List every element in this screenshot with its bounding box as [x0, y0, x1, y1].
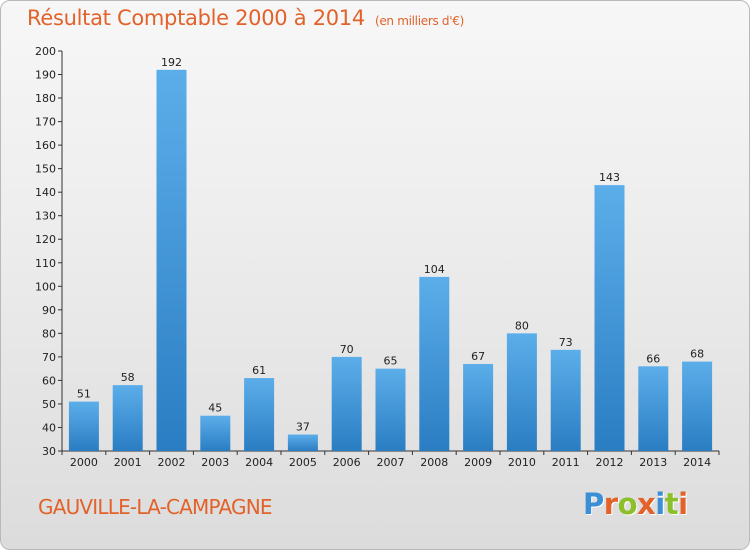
y-tick-label: 180	[35, 92, 56, 105]
value-label-2006: 70	[340, 343, 354, 356]
x-tick-label-2000: 2000	[70, 456, 98, 469]
bar-2006	[331, 356, 362, 451]
y-tick-label: 200	[35, 45, 56, 58]
x-tick-label-2012: 2012	[596, 456, 624, 469]
y-tick-label: 170	[35, 116, 56, 129]
y-tick-label: 30	[42, 445, 56, 458]
value-label-2004: 61	[252, 364, 266, 377]
chart-title-text: Résultat Comptable 2000 à 2014	[27, 6, 365, 30]
x-tick-label-2010: 2010	[508, 456, 536, 469]
y-axis: 30 40 50 60 70 80 90 100 110 120 130 140 150 160 170 18…	[35, 45, 63, 458]
bar-2011	[550, 349, 581, 451]
logo-letter: i	[678, 487, 688, 521]
bars	[68, 69, 713, 451]
bar-2000	[68, 401, 99, 451]
bar-2013	[638, 366, 669, 451]
bar-2002	[156, 69, 187, 451]
x-tick-label-2003: 2003	[201, 456, 229, 469]
y-tick-label: 80	[42, 327, 56, 340]
bar-2001	[112, 385, 143, 451]
y-tick-label: 50	[42, 398, 56, 411]
x-tick-label-2009: 2009	[464, 456, 492, 469]
value-label-2008: 104	[424, 263, 445, 276]
value-label-2012: 143	[599, 171, 620, 184]
bar-2008	[419, 276, 450, 451]
y-tick-label: 40	[42, 421, 56, 434]
value-label-2003: 45	[208, 402, 222, 415]
value-label-2014: 68	[690, 348, 704, 361]
value-label-2000: 51	[77, 388, 91, 401]
logo-letter: r	[603, 487, 618, 521]
y-tick-label: 190	[35, 69, 56, 82]
city-name: GAUVILLE-LA-CAMPAGNE	[38, 495, 273, 519]
bar-2014	[682, 361, 713, 451]
logo-letter: x	[637, 487, 656, 521]
value-label-2010: 80	[515, 319, 529, 332]
bar-2004	[244, 378, 275, 451]
y-tick-label: 150	[35, 163, 56, 176]
logo-letter: P	[583, 487, 604, 521]
value-labels: 51 58 192 45 61 37 70 65 104 67 80 73 143 66 68	[77, 56, 704, 434]
y-tick-label: 120	[35, 233, 56, 246]
value-label-2005: 37	[296, 421, 310, 434]
bar-2003	[200, 415, 231, 451]
logo-letter: o	[617, 487, 638, 521]
bar-2010	[506, 333, 537, 451]
logo-letter: t	[664, 487, 679, 521]
y-tick-label: 130	[35, 210, 56, 223]
value-label-2009: 67	[471, 350, 485, 363]
x-tick-label-2008: 2008	[420, 456, 448, 469]
value-label-2007: 65	[384, 355, 398, 368]
bar-2012	[594, 185, 625, 451]
y-tick-label: 70	[42, 351, 56, 364]
x-tick-label-2014: 2014	[683, 456, 711, 469]
bar-2005	[287, 434, 318, 451]
chart-unit: (en milliers d'€)	[374, 14, 464, 28]
value-label-2001: 58	[121, 371, 135, 384]
proxiti-logo: Proxiti	[583, 487, 688, 521]
x-tick-label-2005: 2005	[289, 456, 317, 469]
y-tick-label: 110	[35, 257, 56, 270]
y-tick-label: 160	[35, 139, 56, 152]
x-tick-label-2013: 2013	[639, 456, 667, 469]
bar-2007	[375, 368, 406, 451]
value-label-2011: 73	[559, 336, 573, 349]
x-axis: 2000 2001 2002 2003 2004 2005 2006 2007 2008 2009…	[61, 450, 720, 469]
x-tick-label-2001: 2001	[114, 456, 142, 469]
x-tick-label-2002: 2002	[158, 456, 186, 469]
bar-2009	[463, 363, 494, 451]
y-tick-label: 100	[35, 280, 56, 293]
chart-title: Résultat Comptable 2000 à 2014 (en millie…	[27, 6, 464, 30]
x-tick-label-2004: 2004	[245, 456, 273, 469]
x-tick-label-2006: 2006	[333, 456, 361, 469]
x-tick-label-2007: 2007	[377, 456, 405, 469]
x-tick-label-2011: 2011	[552, 456, 580, 469]
value-label-2002: 192	[161, 56, 182, 69]
y-tick-label: 140	[35, 186, 56, 199]
logo-letter: i	[655, 487, 665, 521]
value-label-2013: 66	[646, 352, 660, 365]
y-tick-label: 90	[42, 304, 56, 317]
y-tick-label: 60	[42, 374, 56, 387]
